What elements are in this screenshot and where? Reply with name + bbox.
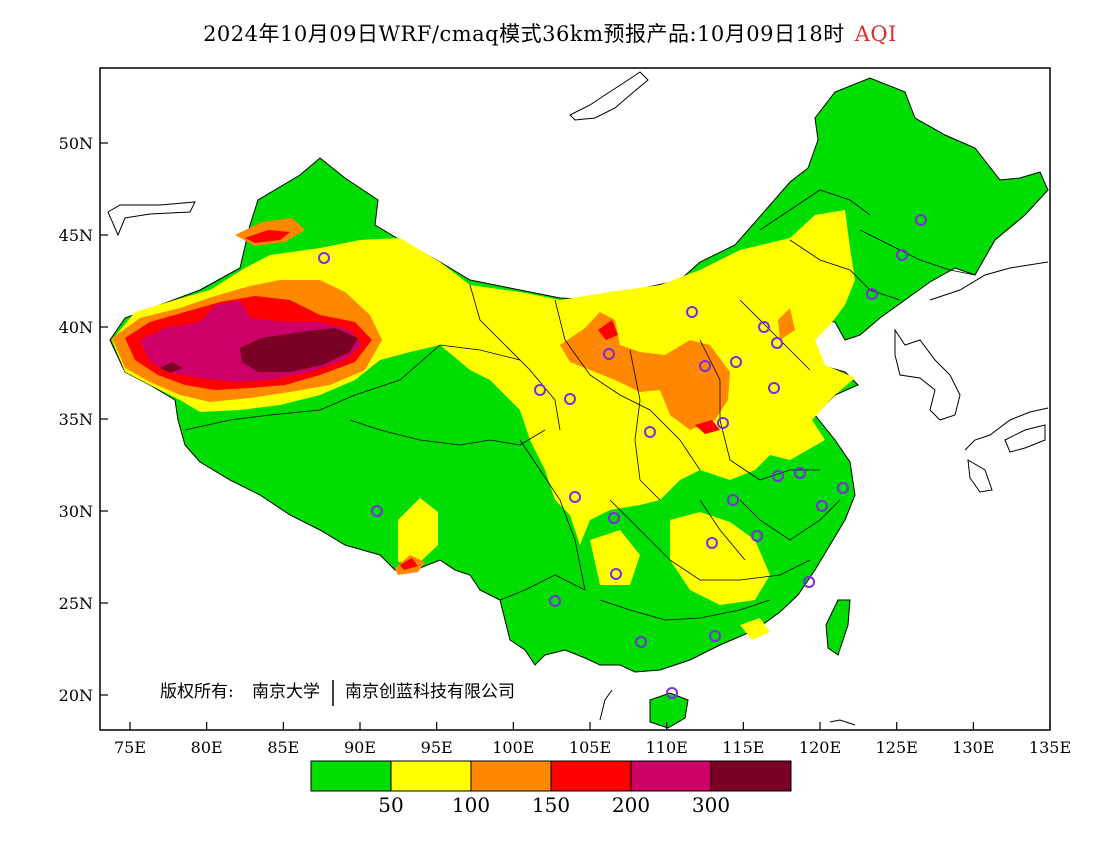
zone-orange-beijing <box>778 308 795 340</box>
lon-tick-label: 120E <box>799 738 841 757</box>
lat-tick-label: 25N <box>59 594 93 613</box>
lon-tick-label: 95E <box>421 738 453 757</box>
zone-red-shanxi <box>598 320 618 340</box>
station-marker <box>772 470 784 482</box>
station-marker <box>758 321 770 333</box>
station-marker <box>699 360 711 372</box>
zone-maroon-small <box>160 362 182 373</box>
lat-tick-label: 30N <box>59 502 93 521</box>
station-marker <box>564 393 576 405</box>
station-marker <box>549 595 561 607</box>
zone-red-north-small <box>245 230 290 243</box>
station-marker <box>318 252 330 264</box>
neighbor-coastlines <box>107 71 1049 726</box>
lon-tick-label: 115E <box>722 738 764 757</box>
legend-swatch <box>310 760 392 792</box>
province-boundaries <box>184 189 976 621</box>
station-marker <box>644 426 656 438</box>
lon-tick-label: 75E <box>114 738 146 757</box>
map-area: 版权所有: 南京大学 南京创蓝科技有限公司 <box>107 71 1049 729</box>
longitude-axis: 75E 80E 85E 90E 95E 100E 105E 110E 115E 120E 125E 1… <box>114 722 1071 757</box>
latitude-axis: 50N 45N 40N 35N 30N 25N 20N <box>59 134 108 705</box>
station-marker <box>915 214 927 226</box>
zone-yellow-south3 <box>740 618 770 640</box>
legend-label: 200 <box>611 793 651 817</box>
lon-tick-label: 135E <box>1029 738 1071 757</box>
station-marker <box>706 537 718 549</box>
legend-swatch <box>550 760 632 792</box>
zone-red-tibet <box>400 558 418 570</box>
map-frame <box>99 67 1051 731</box>
station-markers <box>318 214 927 699</box>
lat-tick-label: 50N <box>59 134 93 153</box>
zone-orange-shanxi <box>560 312 730 430</box>
station-marker <box>771 337 783 349</box>
station-marker <box>803 576 815 588</box>
title-main: 2024年10月09日WRF/cmaq模式36km预报产品:10月09日18时 <box>203 22 845 46</box>
station-marker <box>896 249 908 261</box>
station-marker <box>534 384 546 396</box>
lat-tick-label: 35N <box>59 410 93 429</box>
station-marker <box>608 512 620 524</box>
station-marker <box>709 630 721 642</box>
station-marker <box>866 288 878 300</box>
legend-label: 50 <box>378 793 404 817</box>
lat-tick-label: 40N <box>59 318 93 337</box>
station-marker <box>816 500 828 512</box>
lon-tick-label: 110E <box>646 738 688 757</box>
station-marker <box>837 482 849 494</box>
station-marker <box>727 494 739 506</box>
lon-tick-label: 90E <box>344 738 376 757</box>
legend-swatch <box>470 760 552 792</box>
map-title: 2024年10月09日WRF/cmaq模式36km预报产品:10月09日18时 A… <box>0 18 1100 48</box>
station-marker <box>794 467 806 479</box>
lat-tick-label: 20N <box>59 686 93 705</box>
lon-tick-label: 85E <box>267 738 299 757</box>
lon-tick-label: 130E <box>952 738 994 757</box>
copyright-org1: 南京大学 <box>252 682 320 702</box>
station-marker <box>569 491 581 503</box>
station-marker <box>751 530 763 542</box>
station-marker <box>730 356 742 368</box>
hainan-land <box>649 692 689 729</box>
station-marker <box>603 348 615 360</box>
legend-swatch <box>710 760 792 792</box>
station-marker <box>635 636 647 648</box>
title-variable: AQI <box>854 22 897 46</box>
lon-tick-label: 105E <box>569 738 611 757</box>
station-marker <box>686 306 698 318</box>
zone-yellow-south1 <box>670 512 770 605</box>
zone-maroon-xinjiang <box>240 328 358 372</box>
station-marker <box>666 687 678 699</box>
lat-tick-label: 45N <box>59 226 93 245</box>
copyright-prefix: 版权所有: <box>160 682 234 702</box>
lon-tick-label: 80E <box>191 738 223 757</box>
lon-tick-label: 100E <box>492 738 534 757</box>
zone-red-henan <box>695 420 720 434</box>
taiwan-land <box>825 599 851 656</box>
legend-label: 100 <box>451 793 491 817</box>
legend-swatch <box>390 760 472 792</box>
station-marker <box>768 382 780 394</box>
zone-yellow-south2 <box>590 530 640 585</box>
legend-label: 150 <box>531 793 571 817</box>
legend-swatch <box>630 760 712 792</box>
lon-tick-label: 125E <box>876 738 918 757</box>
aqi-legend <box>310 760 792 792</box>
zone-yellow-tibet <box>398 498 438 562</box>
legend-label: 300 <box>691 793 731 817</box>
copyright-org2: 南京创蓝科技有限公司 <box>345 682 515 702</box>
station-marker <box>610 568 622 580</box>
station-marker <box>371 505 383 517</box>
station-marker <box>717 417 729 429</box>
